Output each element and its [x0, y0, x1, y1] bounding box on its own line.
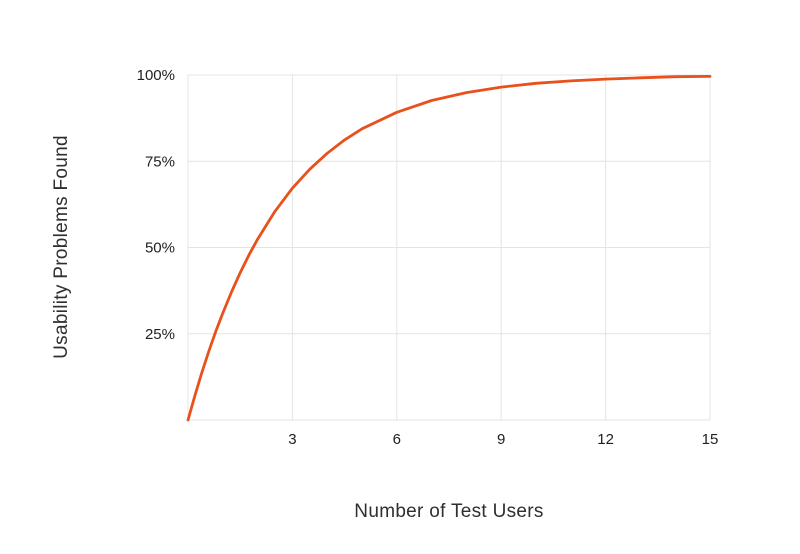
x-tick-label: 15 — [702, 431, 719, 448]
x-tick-label: 3 — [288, 431, 296, 448]
y-tick-label: 50% — [145, 240, 175, 257]
x-axis-title: Number of Test Users — [354, 501, 544, 522]
x-tick-label: 6 — [393, 431, 401, 448]
y-tick-label: 75% — [145, 153, 175, 170]
x-tick-label: 12 — [597, 431, 614, 448]
usability-curve — [186, 75, 712, 422]
y-tick-label: 100% — [137, 67, 175, 84]
y-axis-title: Usability Problems Found — [51, 135, 72, 359]
x-tick-label: 9 — [497, 431, 505, 448]
y-tick-label: 25% — [145, 326, 175, 343]
